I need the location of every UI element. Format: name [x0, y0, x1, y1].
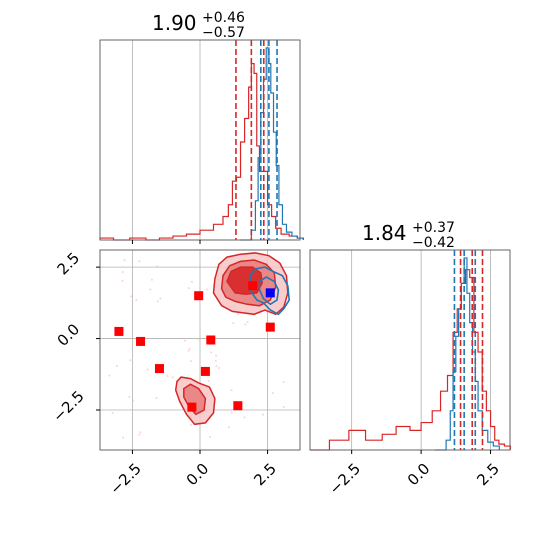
scatter-noise-dot — [121, 279, 124, 282]
scatter-noise-dot — [230, 389, 233, 392]
red-square-marker-9 — [265, 322, 275, 332]
scatter-y-tick-label-0: −2.5 — [49, 387, 87, 425]
scatter-noise-dot — [190, 280, 193, 283]
scatter-noise-dot — [108, 374, 111, 377]
scatter-y-tick-label-1: 0.0 — [54, 320, 84, 350]
scatter-noise-dot — [166, 375, 169, 378]
scatter-noise-dot — [282, 405, 285, 408]
scatter-noise-dot — [227, 426, 230, 429]
scatter-noise-dot — [217, 366, 220, 369]
scatter-noise-dot — [243, 416, 246, 419]
red-square-marker-3 — [194, 291, 204, 301]
scatter-x-tick-label-0: −2.5 — [106, 460, 144, 498]
scatter-noise-dot — [282, 381, 285, 384]
scatter-noise-dot — [189, 360, 192, 363]
scatter-noise-dot — [210, 351, 213, 354]
red-square-marker-2 — [154, 364, 164, 374]
top-histogram-panel: 1.90 +0.46 −0.57 — [99, 10, 304, 244]
scatter-noise-dot — [246, 321, 249, 324]
scatter-noise-dot — [155, 397, 158, 400]
red-square-marker-8 — [248, 281, 258, 291]
red-square-marker-4 — [206, 335, 216, 345]
scatter-noise-dot — [156, 265, 159, 268]
scatter-noise-dot — [139, 431, 142, 434]
right-panel-title-value: 1.84 — [362, 221, 407, 245]
scatter-noise-dot — [129, 359, 132, 362]
scatter-noise-dot — [123, 259, 126, 262]
scatter-noise-dot — [230, 411, 233, 414]
right-panel-title-plus: +0.37 — [412, 220, 455, 236]
scatter-noise-dot — [214, 359, 217, 362]
scatter-noise-dot — [262, 413, 265, 416]
scatter-noise-dot — [135, 299, 138, 302]
scatter-noise-dot — [138, 433, 141, 436]
scatter-noise-dot — [121, 271, 124, 274]
red-square-marker-1 — [136, 336, 146, 346]
top-panel-title-value: 1.90 — [152, 11, 197, 35]
scatter-noise-dot — [132, 399, 135, 402]
scatter-noise-dot — [159, 297, 162, 300]
scatter-panel: −2.5 0.0 2.5 −2.5 0.0 2.5 — [49, 249, 301, 498]
blue-contour-outer-5 — [249, 266, 291, 316]
scatter-noise-dot — [150, 278, 153, 281]
red-histogram-0 — [99, 63, 304, 241]
red-square-marker-5 — [200, 366, 210, 376]
red-square-marker-7 — [187, 402, 197, 412]
scatter-noise-dot — [115, 365, 118, 368]
scatter-noise-dot — [188, 347, 191, 350]
scatter-noise-dot — [187, 349, 190, 352]
scatter-noise-dot — [215, 354, 218, 357]
scatter-noise-dot — [128, 395, 131, 398]
scatter-noise-dot — [184, 339, 187, 342]
blue-histogram-0 — [240, 47, 304, 241]
x-tick-label-2-2: 2.5 — [473, 460, 503, 490]
scatter-x-tick-label-2: 2.5 — [250, 460, 280, 490]
scatter-noise-dot — [197, 337, 200, 340]
scatter-x-tick-label-1: 0.0 — [183, 460, 213, 490]
x-tick-label-2-1: 0.0 — [404, 460, 434, 490]
scatter-noise-dot — [122, 436, 125, 439]
top-panel-title-minus: −0.57 — [202, 25, 245, 41]
x-tick-label-2-0: −2.5 — [326, 460, 364, 498]
scatter-noise-dot — [189, 423, 192, 426]
red-square-marker-6 — [233, 401, 243, 411]
scatter-noise-dot — [111, 412, 114, 415]
top-panel-title-plus: +0.46 — [202, 10, 245, 26]
scatter-noise-dot — [232, 322, 235, 325]
scatter-noise-dot — [171, 376, 174, 379]
scatter-noise-dot — [205, 288, 208, 291]
blue-square-marker-0 — [265, 288, 275, 298]
right-panel-title-minus: −0.42 — [412, 235, 455, 251]
scatter-noise-dot — [237, 312, 240, 315]
blue-histogram-2 — [435, 257, 500, 451]
panel-frame-2 — [309, 249, 511, 451]
scatter-noise-dot — [146, 368, 149, 371]
red-square-marker-0 — [114, 326, 124, 336]
scatter-noise-dot — [138, 260, 141, 263]
scatter-noise-dot — [130, 295, 133, 298]
scatter-noise-dot — [209, 436, 212, 439]
blue-contour-inner-6 — [258, 276, 280, 306]
scatter-noise-dot — [271, 392, 274, 395]
right-histogram-panel: 1.84 +0.37 −0.42 −2.5 0.0 2.5 — [309, 220, 512, 498]
scatter-noise-dot — [156, 300, 159, 303]
scatter-y-tick-label-2: 2.5 — [54, 249, 84, 279]
scatter-noise-dot — [215, 365, 218, 368]
scatter-noise-dot — [244, 323, 247, 326]
scatter-noise-dot — [187, 287, 190, 290]
scatter-noise-dot — [207, 380, 210, 383]
scatter-noise-dot — [149, 288, 152, 291]
red-histogram-2 — [310, 269, 512, 451]
